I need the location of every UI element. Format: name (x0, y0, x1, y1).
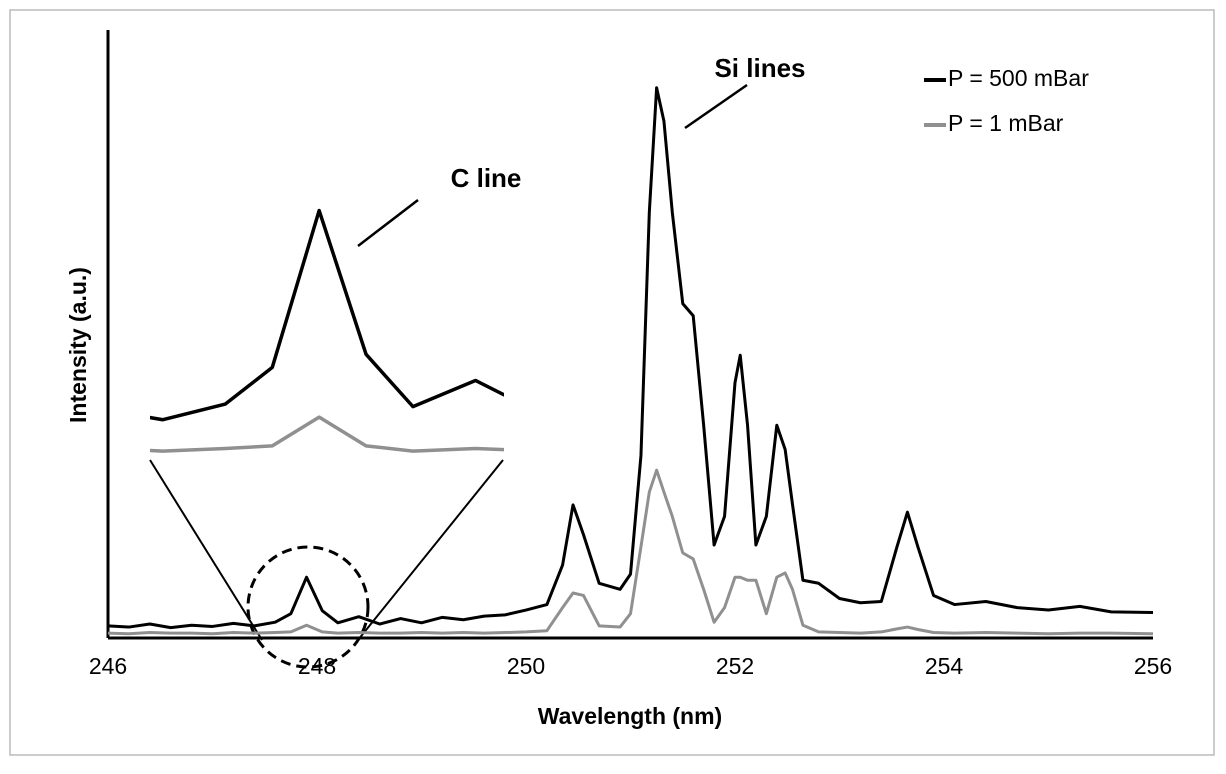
annotation-leader (684, 83, 748, 130)
x-tick-label: 254 (925, 653, 964, 679)
legend-label: P = 500 mBar (948, 65, 1089, 91)
inset-line (150, 415, 504, 453)
zoom-connector (149, 459, 263, 641)
annotation-leader (357, 199, 419, 247)
x-tick-label: 252 (716, 653, 754, 679)
inset (150, 208, 504, 453)
legend-label: P = 1 mBar (948, 110, 1064, 136)
zoom-connector (357, 459, 504, 641)
x-tick-label: 246 (89, 653, 127, 679)
x-tick-label: 248 (298, 653, 336, 679)
x-tick-label: 250 (507, 653, 545, 679)
zoom-circle (246, 545, 370, 669)
annotation: C line (451, 163, 522, 193)
inset-line (150, 208, 504, 422)
annotation: Si lines (714, 53, 805, 83)
x-axis-title: Wavelength (nm) (538, 703, 722, 729)
y-axis-title: Intensity (a.u.) (65, 267, 91, 423)
frame (9, 9, 1215, 756)
series-line (107, 468, 1154, 636)
series-line (107, 86, 1154, 630)
x-tick-label: 256 (1134, 653, 1172, 679)
